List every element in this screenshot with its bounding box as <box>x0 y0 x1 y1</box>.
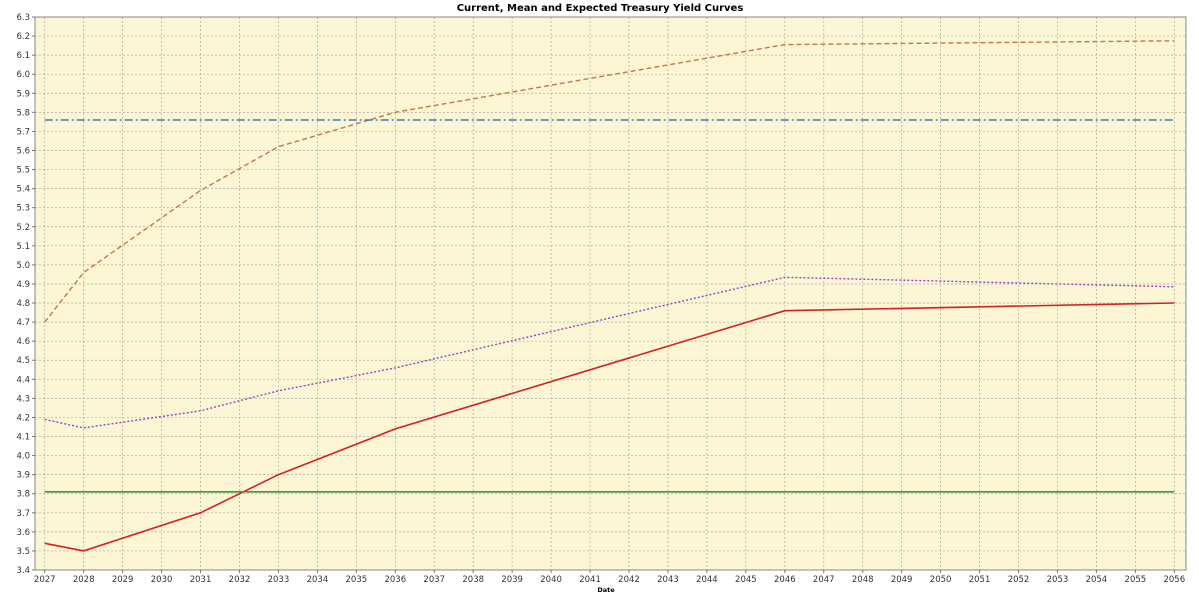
x-tick-label: 2051 <box>969 575 991 585</box>
x-tick-label: 2056 <box>1163 575 1185 585</box>
x-axis: 2027 2028 2029 2030 2031 2032 2033 2034 2035 2036… <box>34 570 1185 585</box>
y-tick-label: 6.3 <box>16 13 30 23</box>
y-tick-label: 4.4 <box>16 375 30 385</box>
grid-lines <box>35 16 1186 571</box>
x-tick-label: 2035 <box>346 575 368 585</box>
y-tick-label: 4.9 <box>16 280 30 290</box>
y-tick-label: 5.3 <box>16 204 30 214</box>
y-tick-label: 5.6 <box>16 146 30 156</box>
x-tick-label: 2034 <box>307 575 329 585</box>
x-tick-label: 2032 <box>229 575 251 585</box>
x-tick-label: 2054 <box>1086 575 1108 585</box>
plot-area <box>35 17 1186 570</box>
y-tick-label: 5.0 <box>16 261 30 271</box>
x-tick-label: 2044 <box>696 575 718 585</box>
y-tick-label: 4.5 <box>16 356 30 366</box>
x-tick-label: 2037 <box>423 575 445 585</box>
x-tick-label: 2028 <box>73 575 95 585</box>
y-tick-label: 5.4 <box>16 185 30 195</box>
y-tick-label: 4.1 <box>16 433 30 443</box>
series-line-1 <box>44 40 1175 323</box>
x-tick-label: 2048 <box>852 575 874 585</box>
x-tick-label: 2031 <box>190 575 212 585</box>
y-tick-label: 5.2 <box>16 223 30 233</box>
x-tick-label: 2038 <box>462 575 484 585</box>
y-tick-label: 5.5 <box>16 166 30 176</box>
series-line-3 <box>44 276 1175 429</box>
y-tick-label: 3.6 <box>16 528 30 538</box>
y-tick-label: 4.7 <box>16 318 30 328</box>
x-tick-label: 2033 <box>268 575 290 585</box>
y-tick-label: 4.0 <box>16 452 30 462</box>
series-line-4 <box>44 302 1175 552</box>
y-tick-label: 4.2 <box>16 413 30 423</box>
x-tick-label: 2039 <box>501 575 523 585</box>
y-tick-label: 6.0 <box>16 70 30 80</box>
y-tick-label: 6.2 <box>16 32 30 42</box>
y-tick-label: 3.5 <box>16 547 30 557</box>
x-tick-label: 2036 <box>384 575 406 585</box>
y-tick-label: 3.9 <box>16 471 30 481</box>
x-tick-label: 2055 <box>1125 575 1147 585</box>
x-tick-label: 2049 <box>891 575 913 585</box>
y-tick-label: 5.9 <box>16 89 30 99</box>
y-tick-label: 6.1 <box>16 51 30 61</box>
x-tick-label: 2043 <box>657 575 679 585</box>
plot-border <box>34 16 1187 571</box>
y-tick-label: 5.1 <box>16 242 30 252</box>
x-tick-label: 2029 <box>112 575 134 585</box>
y-tick-label: 3.4 <box>16 566 30 576</box>
x-axis-label: Date <box>597 586 615 594</box>
y-tick-label: 3.8 <box>16 490 30 500</box>
y-axis: 3.4 3.5 3.6 3.7 3.8 3.9 4.0 4.1 4.2 4.3 4.4 4.5 4.6 4… <box>16 13 35 576</box>
y-tick-label: 5.8 <box>16 108 30 118</box>
x-tick-label: 2027 <box>34 575 56 585</box>
y-tick-label: 4.3 <box>16 394 30 404</box>
x-tick-label: 2046 <box>774 575 796 585</box>
x-tick-label: 2052 <box>1008 575 1030 585</box>
x-tick-label: 2050 <box>930 575 952 585</box>
y-tick-label: 3.7 <box>16 509 30 519</box>
x-tick-label: 2030 <box>151 575 173 585</box>
series-lines <box>44 40 1175 552</box>
chart-title: Current, Mean and Expected Treasury Yiel… <box>457 3 744 14</box>
x-tick-label: 2045 <box>735 575 757 585</box>
x-tick-label: 2040 <box>540 575 562 585</box>
x-tick-label: 2041 <box>579 575 601 585</box>
y-tick-label: 4.6 <box>16 337 30 347</box>
x-tick-label: 2053 <box>1047 575 1069 585</box>
x-tick-label: 2042 <box>618 575 640 585</box>
y-tick-label: 4.8 <box>16 299 30 309</box>
x-tick-label: 2047 <box>813 575 835 585</box>
y-tick-label: 5.7 <box>16 127 30 137</box>
